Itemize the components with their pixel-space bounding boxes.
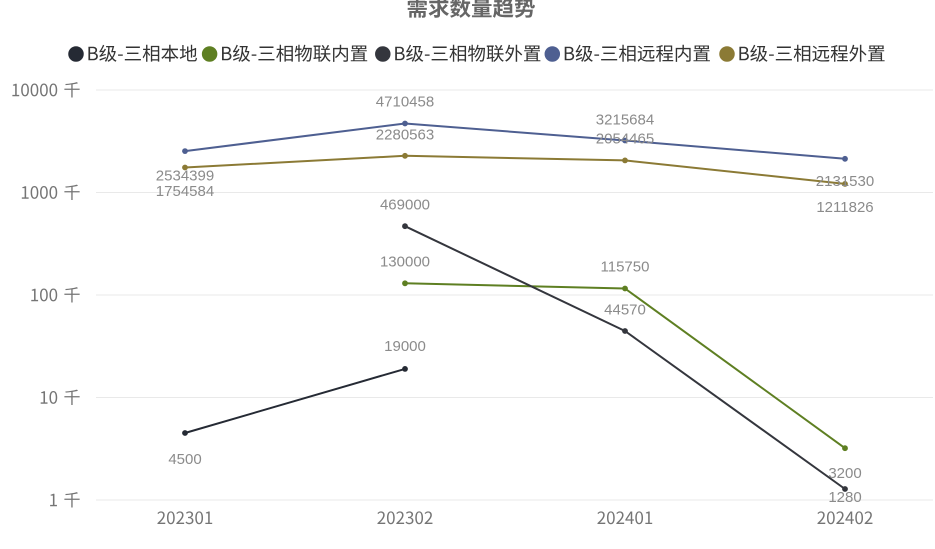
svg-text:1754584: 1754584 (156, 183, 214, 200)
svg-text:4710458: 4710458 (376, 94, 434, 111)
svg-text:1280: 1280 (828, 489, 861, 506)
svg-text:3200: 3200 (828, 465, 861, 482)
svg-text:4500: 4500 (168, 451, 201, 468)
svg-text:130000: 130000 (380, 253, 430, 270)
svg-text:19000: 19000 (384, 338, 426, 355)
svg-text:469000: 469000 (380, 197, 430, 214)
svg-text:44570: 44570 (604, 302, 646, 319)
svg-text:1211826: 1211826 (816, 199, 873, 216)
svg-text:2280563: 2280563 (376, 126, 434, 143)
svg-text:2054465: 2054465 (596, 131, 654, 148)
svg-text:115750: 115750 (601, 259, 650, 276)
svg-text:2534399: 2534399 (156, 168, 214, 185)
svg-text:2131530: 2131530 (816, 173, 874, 190)
svg-text:3215684: 3215684 (596, 111, 654, 128)
